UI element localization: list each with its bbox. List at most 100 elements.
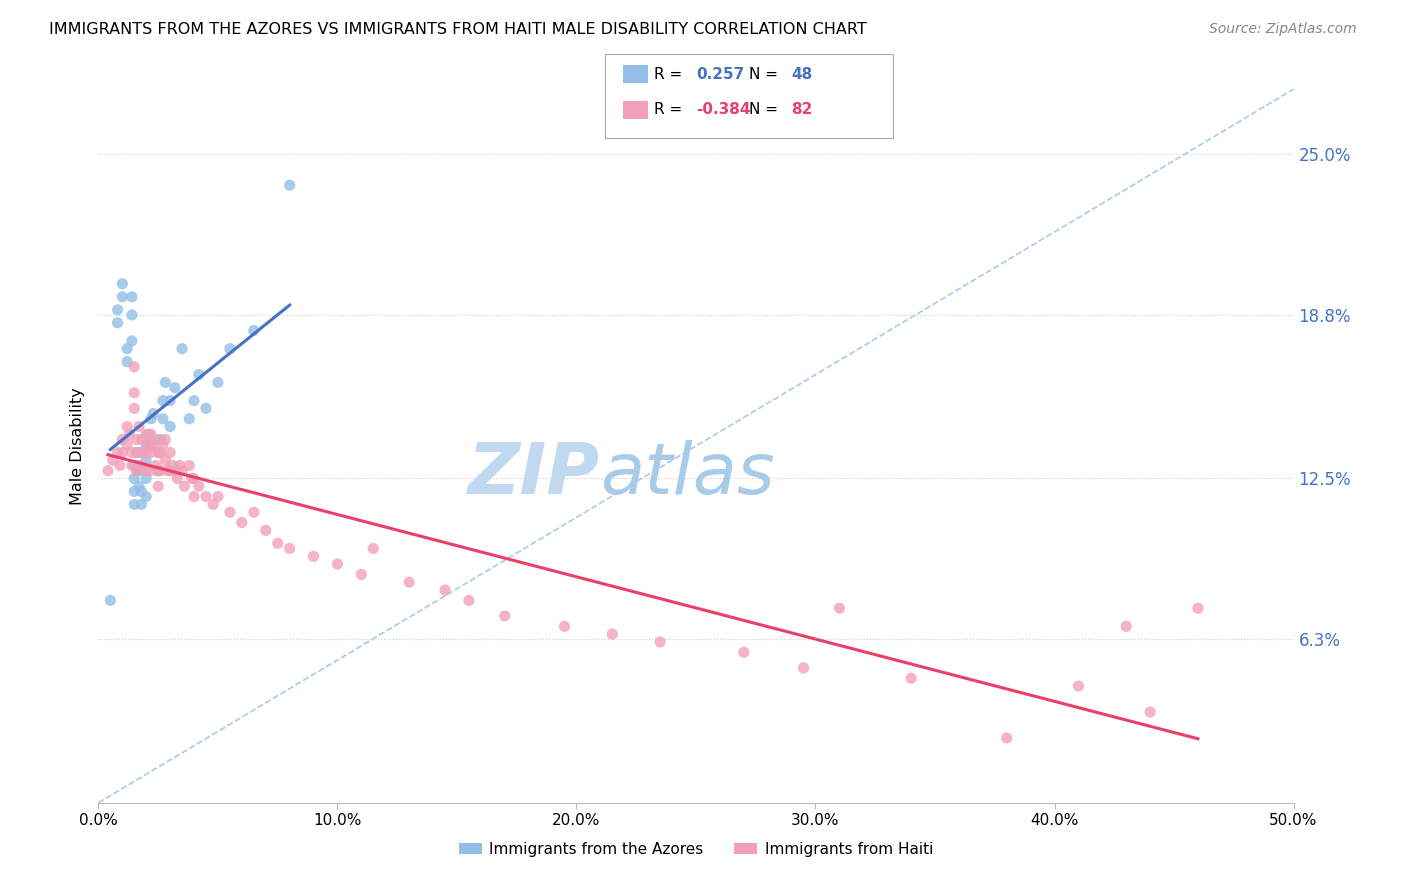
Text: 82: 82	[792, 103, 813, 117]
Point	[107, 316, 129, 330]
Text: atlas: atlas	[600, 440, 775, 509]
Point	[159, 393, 181, 408]
Point	[142, 438, 165, 452]
Point	[152, 393, 174, 408]
Point	[124, 359, 146, 374]
Point	[111, 445, 134, 459]
Text: Source: ZipAtlas.com: Source: ZipAtlas.com	[1209, 22, 1357, 37]
Point	[350, 567, 373, 582]
Point	[124, 458, 146, 473]
Point	[148, 479, 170, 493]
Point	[125, 445, 148, 459]
Point	[118, 427, 141, 442]
Point	[152, 438, 174, 452]
Point	[183, 393, 205, 408]
Point	[156, 464, 179, 478]
Point	[139, 445, 162, 459]
Point	[125, 433, 148, 447]
Point	[124, 401, 146, 416]
Point	[1115, 619, 1137, 633]
Text: ZIP: ZIP	[468, 440, 600, 509]
Point	[494, 609, 516, 624]
Point	[219, 342, 242, 356]
Point	[1067, 679, 1090, 693]
Point	[135, 490, 157, 504]
Point	[648, 635, 672, 649]
Legend: Immigrants from the Azores, Immigrants from Haiti: Immigrants from the Azores, Immigrants f…	[453, 836, 939, 863]
Point	[195, 401, 218, 416]
Point	[326, 557, 349, 571]
Point	[219, 505, 242, 519]
Point	[111, 433, 134, 447]
Point	[159, 419, 181, 434]
Point	[793, 661, 815, 675]
Point	[995, 731, 1018, 745]
Point	[148, 464, 170, 478]
Point	[180, 471, 202, 485]
Point	[111, 277, 134, 291]
Point	[267, 536, 290, 550]
Point	[243, 324, 266, 338]
Point	[195, 490, 218, 504]
Text: -0.384: -0.384	[696, 103, 751, 117]
Point	[131, 433, 153, 447]
Point	[135, 453, 157, 467]
Point	[187, 479, 209, 493]
Point	[554, 619, 576, 633]
Point	[131, 464, 153, 478]
Point	[124, 385, 146, 400]
Point	[124, 497, 146, 511]
Point	[179, 458, 201, 473]
Point	[1139, 705, 1161, 719]
Point	[172, 342, 194, 356]
Point	[121, 290, 143, 304]
Point	[179, 411, 201, 425]
Point	[434, 582, 457, 597]
Point	[97, 464, 120, 478]
Point	[131, 497, 153, 511]
Point	[121, 308, 143, 322]
Point	[115, 419, 138, 434]
Point	[131, 445, 153, 459]
Point	[207, 490, 229, 504]
Point	[602, 627, 624, 641]
Point	[125, 445, 148, 459]
Point	[733, 645, 755, 659]
Point	[155, 453, 177, 467]
Point	[108, 458, 131, 473]
Point	[98, 593, 122, 607]
Point	[900, 671, 922, 685]
Point	[135, 438, 157, 452]
Point	[254, 524, 277, 538]
Text: N =: N =	[749, 67, 783, 81]
Point	[202, 497, 225, 511]
Point	[142, 407, 165, 421]
Point	[107, 445, 129, 459]
Point	[278, 178, 301, 193]
Point	[159, 464, 181, 478]
Point	[149, 433, 172, 447]
Point	[166, 471, 188, 485]
Point	[139, 464, 162, 478]
Point	[124, 484, 146, 499]
Text: 0.257: 0.257	[696, 67, 744, 81]
Text: IMMIGRANTS FROM THE AZORES VS IMMIGRANTS FROM HAITI MALE DISABILITY CORRELATION : IMMIGRANTS FROM THE AZORES VS IMMIGRANTS…	[49, 22, 868, 37]
Y-axis label: Male Disability: Male Disability	[70, 387, 86, 505]
Point	[163, 381, 186, 395]
Point	[139, 438, 162, 452]
Point	[115, 438, 138, 452]
Point	[128, 479, 150, 493]
Point	[172, 464, 194, 478]
Point	[231, 516, 253, 530]
Point	[183, 471, 205, 485]
Point	[155, 376, 177, 390]
Point	[125, 464, 148, 478]
Point	[131, 458, 153, 473]
Point	[107, 302, 129, 317]
Point	[148, 445, 170, 459]
Point	[148, 464, 170, 478]
Point	[115, 354, 138, 368]
Point	[121, 458, 143, 473]
Point	[162, 458, 184, 473]
Point	[135, 471, 157, 485]
